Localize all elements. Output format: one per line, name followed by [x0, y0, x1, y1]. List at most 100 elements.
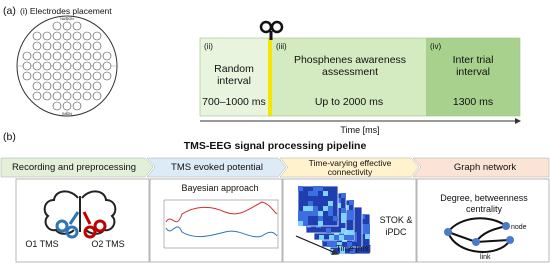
stage-header: Recording and preprocessing: [11, 162, 137, 173]
header-chevron: [146, 157, 287, 178]
electrode: [62, 71, 72, 81]
phase-duration: 700–1000 ms: [202, 96, 266, 108]
matrix-cell: [336, 198, 341, 203]
electrode: [62, 31, 72, 41]
matrix-cell: [303, 216, 308, 221]
electrode: [72, 21, 82, 31]
matrix-cell: [349, 230, 354, 235]
matrix-cell: [326, 228, 331, 233]
matrix-cell: [336, 203, 341, 208]
electrode: [22, 51, 32, 61]
phase-id: (ii): [204, 42, 213, 51]
header-chevron: [0, 157, 154, 178]
electrode: [62, 41, 72, 51]
matrix-cell: [344, 235, 349, 240]
matrix-cell: [352, 237, 357, 242]
electrode: [52, 61, 62, 71]
electrode: [102, 71, 112, 81]
coil-label: O1 TMS: [25, 239, 59, 249]
matrix-cell: [318, 216, 323, 221]
coil-o2: [82, 211, 107, 239]
electrode: [72, 41, 82, 51]
stage-caption: STOK & iPDC: [379, 215, 413, 237]
graph-nodes: [444, 222, 514, 246]
matrix-cell: [308, 191, 313, 196]
matrix-cell: [360, 229, 365, 234]
matrix-cell: [328, 201, 333, 206]
electrode: [52, 71, 62, 81]
pipeline-headers: [0, 157, 550, 178]
electrode: [72, 71, 82, 81]
electrode: [62, 81, 72, 91]
electrode: [62, 21, 72, 31]
matrix-cell: [334, 235, 339, 240]
matrix-cell: [350, 249, 355, 254]
matrix-cell: [332, 242, 337, 247]
matrix-cell: [298, 216, 303, 221]
electrode: [42, 81, 52, 91]
matrix-cell: [308, 211, 313, 216]
electrode: [32, 41, 42, 51]
matrix-cell: [313, 186, 318, 191]
matrix-cell: [341, 213, 346, 218]
electrode: [92, 41, 102, 51]
brain-icon: [43, 190, 117, 235]
electrode: [42, 71, 52, 81]
coil-icon: [259, 20, 284, 40]
electrode: [82, 51, 92, 61]
electrode: [102, 61, 112, 71]
matrix-cell: [349, 200, 354, 205]
electrodes-title: (i) Electrodes placement: [20, 6, 112, 16]
matrix-cell: [365, 229, 370, 234]
matrix-cell: [365, 234, 370, 239]
matrix-cell: [313, 191, 318, 196]
phase-duration: Up to 2000 ms: [314, 96, 384, 108]
electrode: [32, 91, 42, 101]
electrode: [22, 71, 32, 81]
electrode: [52, 81, 62, 91]
matrix-cell: [341, 208, 346, 213]
stage-header: Time-varying effective connectivity: [308, 157, 392, 177]
electrode: [52, 51, 62, 61]
panel-label: (b): [3, 131, 16, 143]
matrix-cell: [308, 201, 313, 206]
electrode: [42, 51, 52, 61]
phase-title: Phosphenes awareness assessment: [293, 54, 407, 78]
matrix-cell: [347, 242, 352, 247]
electrode: [92, 51, 102, 61]
matrix: [297, 185, 339, 227]
phase-duration: 1300 ms: [452, 96, 494, 108]
matrix-cell: [341, 218, 346, 223]
matrix-cell: [328, 211, 333, 216]
stage-header: Graph network: [453, 162, 517, 173]
matrix-cell: [341, 193, 346, 198]
electrode: [92, 81, 102, 91]
coil-label: O2 TMS: [91, 239, 125, 249]
matrix-cell: [298, 211, 303, 216]
link-label: link: [480, 254, 491, 261]
phase-id: (iii): [276, 42, 287, 51]
matrix-cell: [344, 230, 349, 235]
header-chevron: [412, 157, 550, 178]
matrix-cell: [323, 206, 328, 211]
matrix-cell: [303, 206, 308, 211]
electrode: [22, 61, 32, 71]
matrix-cell: [365, 224, 370, 229]
matrix-cell: [360, 214, 365, 219]
phase-title: Random interval: [214, 63, 254, 87]
matrix-cell: [344, 210, 349, 215]
matrix-cell: [318, 211, 323, 216]
phase-box: [426, 38, 520, 116]
electrode: [32, 31, 42, 41]
panel-label: (a): [3, 5, 16, 17]
coil-o1: [55, 211, 80, 239]
matrix-cell: [349, 215, 354, 220]
electrode: [102, 51, 112, 61]
matrix-cell: [329, 235, 334, 240]
electrode: [72, 31, 82, 41]
matrix-cell: [298, 221, 303, 226]
matrix-cell: [341, 228, 346, 233]
nasion-label: NASION: [60, 17, 74, 21]
